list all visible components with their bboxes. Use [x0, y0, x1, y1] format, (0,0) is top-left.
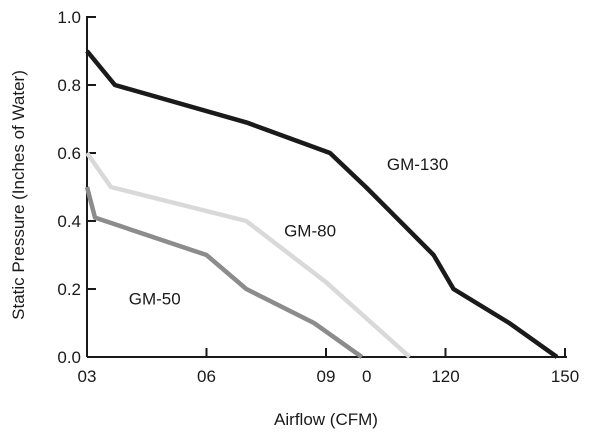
- y-axis-title: Static Pressure (Inches of Water): [9, 70, 28, 320]
- ticks: 0.0 0.2 0.4 0.6 0.8 1.0 03 06 09 120 150 0: [57, 8, 579, 386]
- x-tick-label: 120: [431, 367, 459, 386]
- x-tick-label: 09: [317, 367, 336, 386]
- x-tick-label: 0: [362, 367, 371, 386]
- series-label-gm-50: GM-50: [129, 289, 181, 308]
- y-tick-label: 0.4: [57, 212, 81, 231]
- y-tick-label: 0.6: [57, 144, 81, 163]
- y-tick-label: 0.0: [57, 348, 81, 367]
- y-tick-label: 1.0: [57, 8, 81, 27]
- x-tick-label: 150: [551, 367, 579, 386]
- x-axis-title: Airflow (CFM): [274, 410, 378, 429]
- series-label-gm-130: GM-130: [387, 155, 448, 174]
- series-lines: [84, 49, 559, 359]
- x-tick-label: 06: [197, 367, 216, 386]
- series-line-gm-80: [85, 151, 412, 359]
- series-line-gm-130: [85, 49, 559, 359]
- y-tick-label: 0.8: [57, 76, 81, 95]
- series-label-gm-80: GM-80: [284, 221, 336, 240]
- x-tick-label: 03: [78, 367, 97, 386]
- y-tick-label: 0.2: [57, 280, 81, 299]
- series-line-gm-50: [84, 186, 364, 359]
- series-labels: GM-130 GM-80 GM-50: [129, 155, 449, 308]
